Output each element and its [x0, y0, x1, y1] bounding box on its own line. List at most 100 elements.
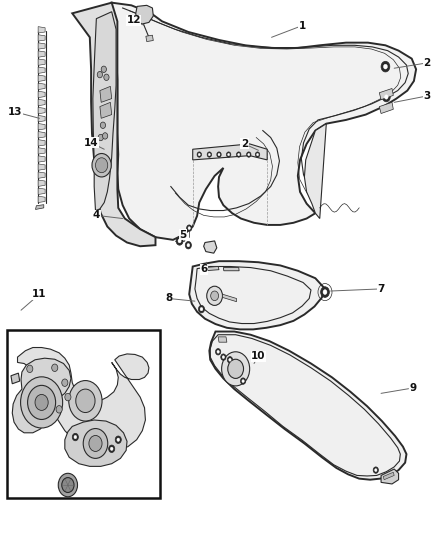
Polygon shape	[38, 116, 45, 122]
Circle shape	[185, 241, 191, 249]
Circle shape	[101, 66, 106, 72]
Circle shape	[97, 71, 102, 78]
Circle shape	[187, 225, 192, 231]
Text: 5: 5	[180, 230, 187, 241]
Circle shape	[218, 154, 220, 156]
Text: 1: 1	[272, 21, 306, 37]
Circle shape	[373, 467, 378, 473]
Polygon shape	[38, 148, 45, 154]
Polygon shape	[38, 124, 45, 130]
Polygon shape	[38, 140, 45, 146]
Text: 2: 2	[241, 139, 258, 150]
Text: 2: 2	[394, 58, 431, 68]
Circle shape	[62, 379, 68, 386]
Polygon shape	[38, 67, 45, 74]
Circle shape	[207, 152, 212, 157]
Polygon shape	[38, 132, 45, 138]
Polygon shape	[146, 35, 153, 42]
Polygon shape	[38, 156, 45, 162]
Polygon shape	[38, 59, 45, 66]
Circle shape	[98, 134, 103, 141]
Polygon shape	[65, 420, 127, 466]
Circle shape	[374, 469, 377, 472]
Polygon shape	[218, 337, 227, 342]
Circle shape	[222, 352, 250, 386]
Circle shape	[381, 61, 390, 72]
Circle shape	[382, 92, 390, 102]
Circle shape	[72, 433, 78, 441]
Circle shape	[221, 354, 226, 360]
Circle shape	[56, 406, 62, 413]
Polygon shape	[38, 180, 45, 187]
Polygon shape	[379, 102, 393, 114]
Circle shape	[74, 435, 77, 439]
Circle shape	[197, 152, 201, 157]
Polygon shape	[38, 91, 45, 98]
Circle shape	[238, 154, 240, 156]
Polygon shape	[379, 88, 393, 100]
Polygon shape	[204, 241, 217, 253]
Polygon shape	[38, 196, 45, 203]
Text: 8: 8	[165, 294, 195, 303]
Polygon shape	[18, 348, 149, 452]
Circle shape	[200, 308, 203, 311]
Circle shape	[207, 286, 223, 305]
Circle shape	[226, 152, 231, 157]
Text: 14: 14	[84, 138, 104, 149]
Polygon shape	[193, 144, 267, 160]
Text: 12: 12	[126, 15, 145, 26]
FancyBboxPatch shape	[7, 330, 160, 498]
Text: 6: 6	[200, 262, 207, 274]
Polygon shape	[38, 99, 45, 106]
Circle shape	[92, 154, 111, 177]
Polygon shape	[38, 164, 45, 170]
Circle shape	[257, 154, 258, 156]
Circle shape	[62, 478, 74, 492]
Circle shape	[215, 349, 221, 355]
Circle shape	[95, 158, 108, 173]
Circle shape	[76, 389, 95, 413]
Text: 10: 10	[251, 351, 266, 364]
Circle shape	[117, 438, 120, 441]
Polygon shape	[223, 294, 237, 302]
Circle shape	[222, 356, 225, 359]
Circle shape	[248, 154, 250, 156]
Circle shape	[102, 133, 108, 139]
Circle shape	[109, 445, 115, 453]
Polygon shape	[381, 469, 399, 484]
Circle shape	[176, 237, 183, 245]
Text: 11: 11	[21, 289, 47, 310]
Circle shape	[198, 305, 205, 313]
Polygon shape	[93, 12, 116, 211]
Circle shape	[217, 350, 219, 353]
Polygon shape	[38, 188, 45, 195]
Polygon shape	[38, 35, 45, 41]
Polygon shape	[304, 124, 326, 219]
Polygon shape	[100, 102, 112, 118]
Circle shape	[58, 473, 78, 497]
Circle shape	[65, 393, 71, 401]
Polygon shape	[209, 332, 406, 480]
Circle shape	[323, 290, 327, 295]
Circle shape	[228, 154, 230, 156]
Polygon shape	[136, 5, 153, 24]
Polygon shape	[35, 205, 44, 209]
Circle shape	[228, 359, 244, 378]
Circle shape	[115, 436, 121, 443]
Circle shape	[247, 152, 251, 157]
Polygon shape	[38, 43, 45, 49]
Circle shape	[83, 429, 108, 458]
Circle shape	[255, 152, 260, 157]
Circle shape	[240, 378, 246, 384]
Circle shape	[227, 357, 233, 363]
Polygon shape	[189, 261, 324, 329]
Circle shape	[35, 394, 48, 410]
Polygon shape	[38, 51, 45, 57]
Text: 9: 9	[381, 383, 416, 393]
Circle shape	[385, 95, 388, 99]
Polygon shape	[38, 107, 45, 114]
Circle shape	[28, 385, 56, 419]
Circle shape	[100, 122, 106, 128]
Circle shape	[229, 358, 231, 361]
Text: 3: 3	[394, 91, 431, 102]
